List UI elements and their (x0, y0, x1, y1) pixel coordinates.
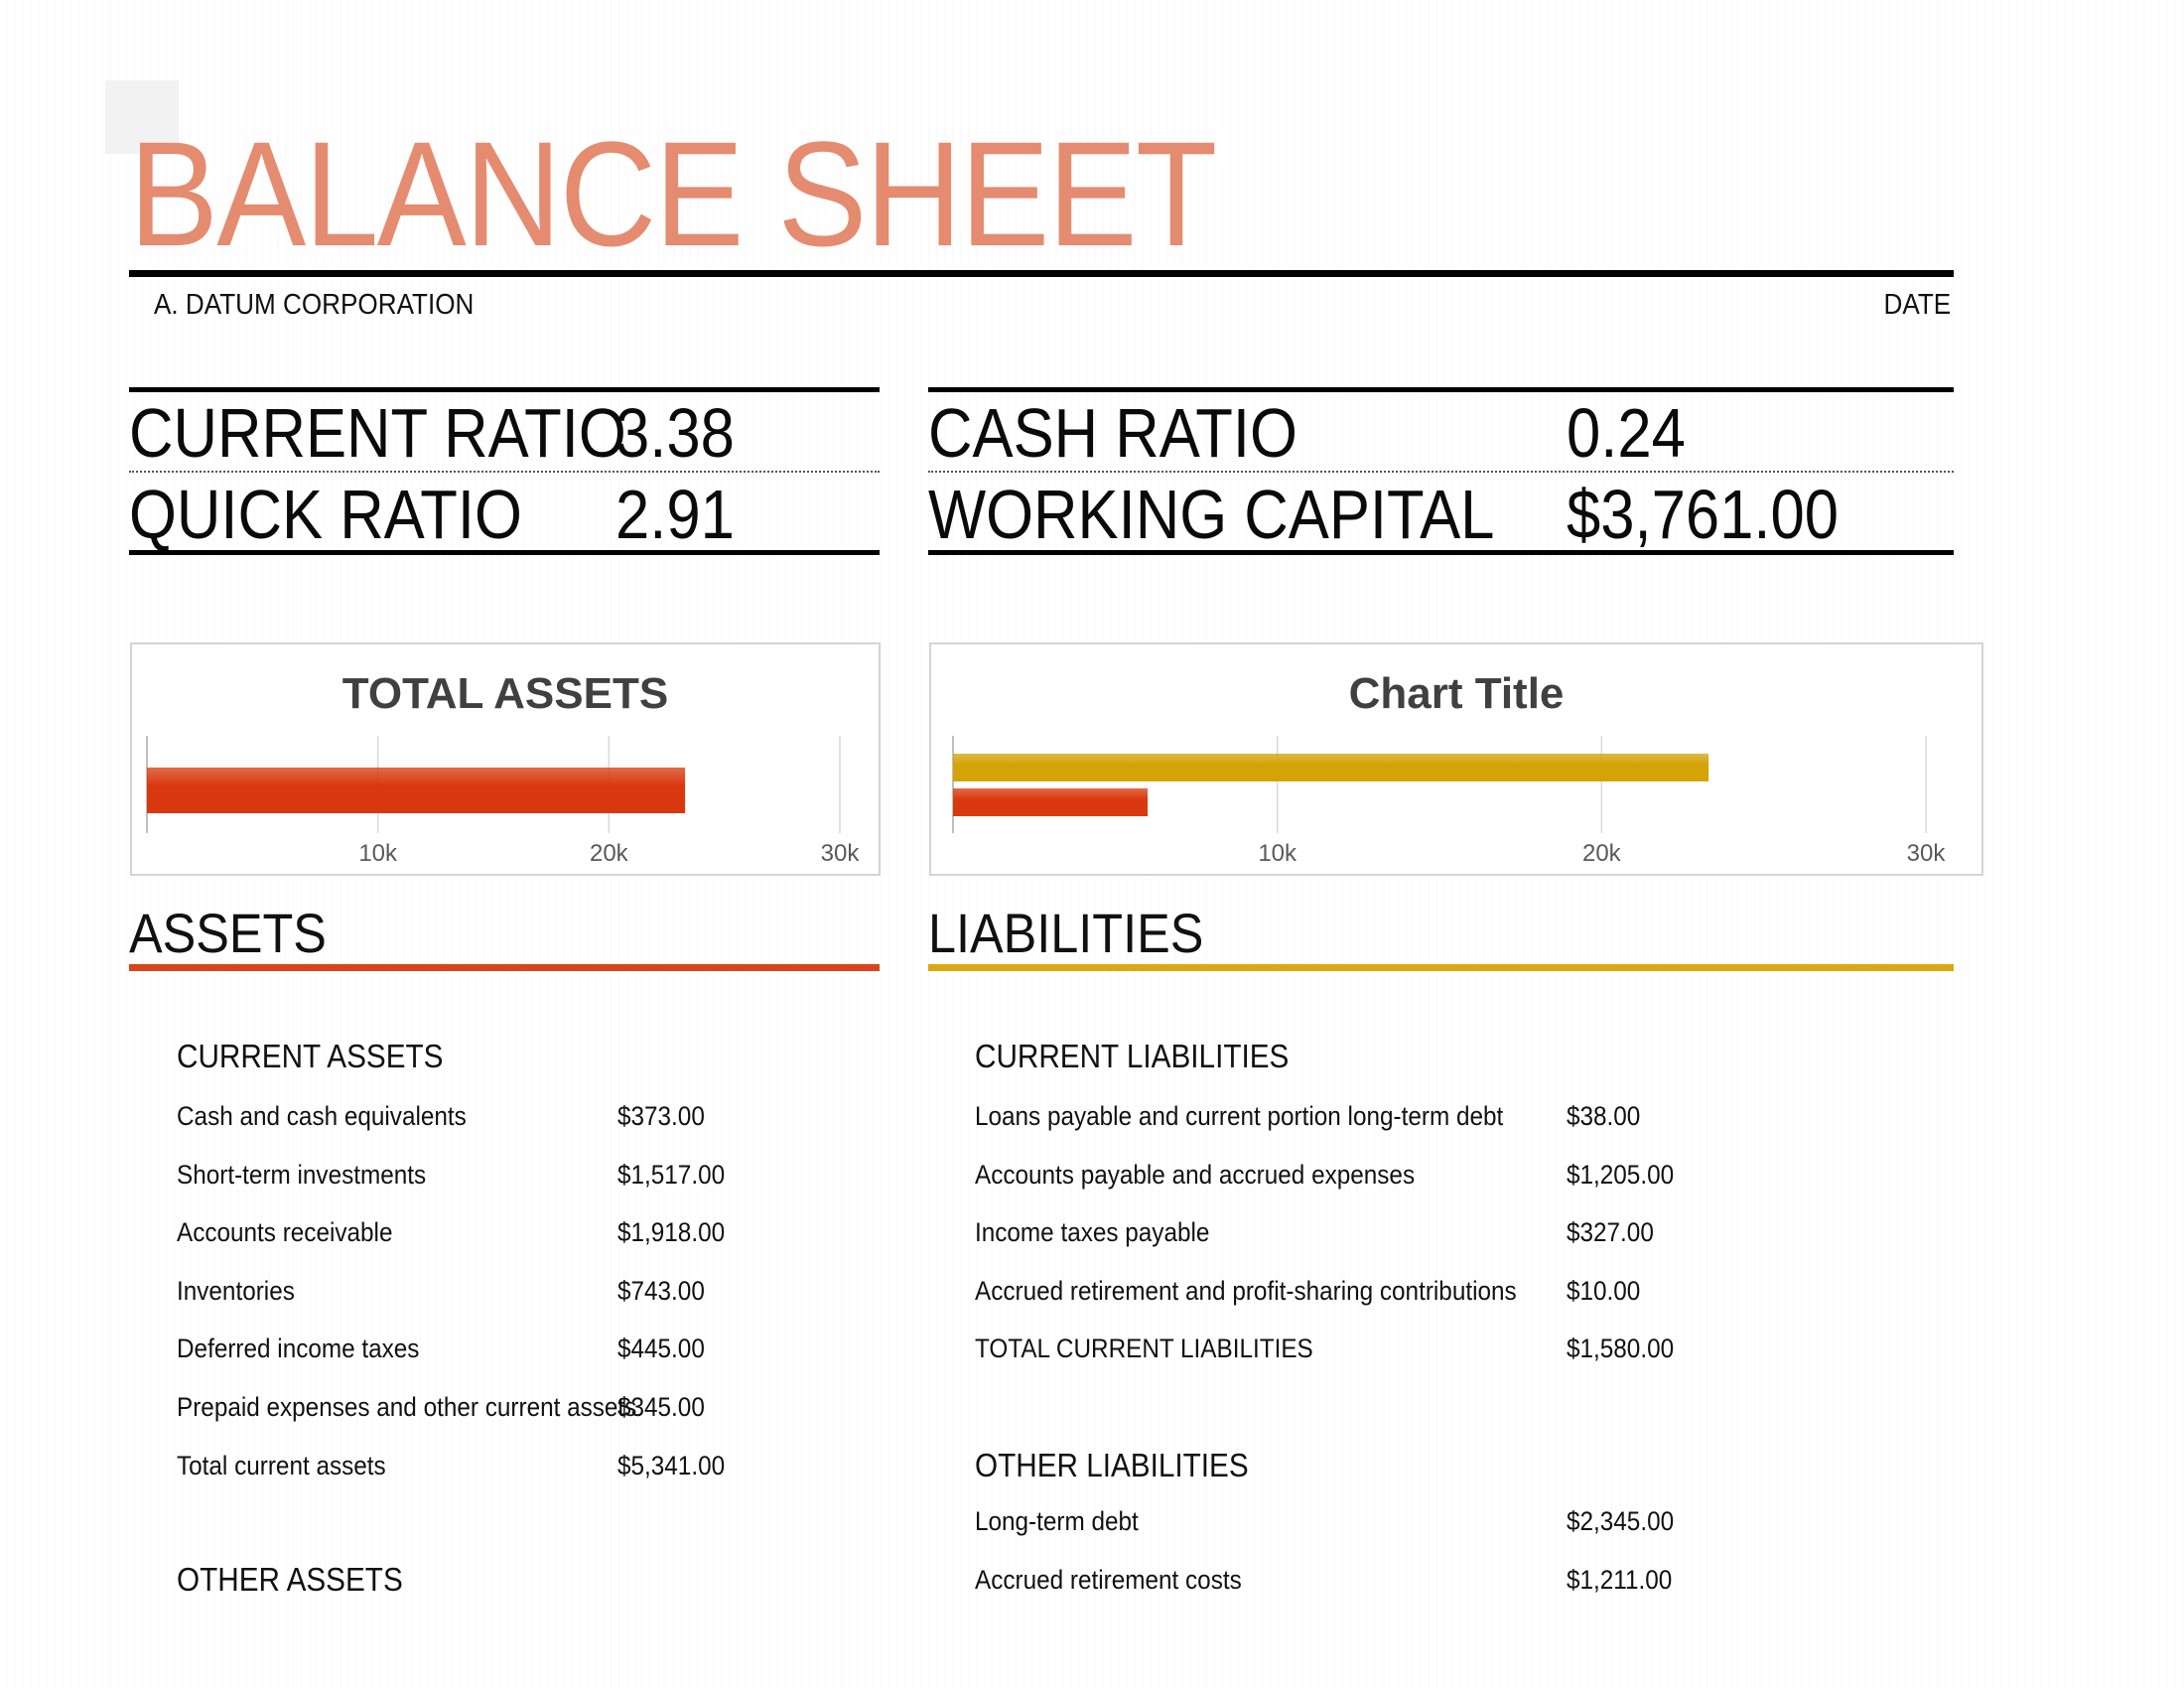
ratios-right-divider (928, 471, 1954, 473)
asset-value: $373.00 (617, 1101, 705, 1131)
company-name: A. DATUM CORPORATION (154, 289, 475, 321)
asset-label: Inventories (177, 1275, 295, 1306)
ratios-left-top-rule (129, 387, 880, 392)
cash-ratio-value: 0.24 (1567, 394, 1686, 472)
liability-label: Income taxes payable (975, 1217, 1210, 1248)
bar-series-2 (953, 788, 1148, 816)
liability-label: Accounts payable and accrued expenses (975, 1159, 1416, 1190)
assets-heading: ASSETS (129, 902, 327, 964)
liability-value: $38.00 (1567, 1101, 1641, 1131)
asset-value: $1,918.00 (617, 1217, 726, 1248)
quick-ratio-value: 2.91 (615, 476, 735, 553)
x-tick-label: 10k (358, 840, 398, 867)
working-capital-value: $3,761.00 (1567, 476, 1840, 553)
x-tick-label: 30k (1907, 840, 1947, 867)
asset-value: $743.00 (617, 1275, 705, 1306)
bar-series-1 (953, 754, 1709, 781)
liability-value: $1,580.00 (1567, 1334, 1675, 1364)
asset-label: Prepaid expenses and other current asset… (177, 1392, 637, 1422)
asset-value: $345.00 (617, 1392, 705, 1422)
x-tick-label: 30k (821, 840, 861, 867)
asset-label: Cash and cash equivalents (177, 1101, 467, 1131)
other-liability-label: Long-term debt (975, 1506, 1139, 1536)
current-assets-heading: CURRENT ASSETS (177, 1038, 444, 1074)
chart-title: Chart Title (1349, 669, 1565, 718)
corner-decoration (105, 80, 179, 154)
asset-label: Short-term investments (177, 1159, 427, 1190)
assets-accent-rule (129, 964, 880, 971)
liabilities-heading: LIABILITIES (928, 902, 1204, 964)
x-tick-label: 20k (590, 840, 629, 867)
x-tick-label: 10k (1258, 840, 1297, 867)
bar-series-1 (147, 768, 686, 813)
asset-value: $5,341.00 (617, 1450, 726, 1480)
ratios-left-divider (129, 471, 880, 473)
title-rule (129, 270, 1954, 277)
liability-label: Accrued retirement and profit-sharing co… (975, 1275, 1517, 1306)
working-capital-label: WORKING CAPITAL (928, 476, 1495, 553)
quick-ratio-label: QUICK RATIO (129, 476, 522, 553)
ratios-right-top-rule (928, 387, 1954, 392)
date-field: DATE (1883, 289, 1951, 321)
liability-value: $10.00 (1567, 1275, 1641, 1306)
asset-value: $445.00 (617, 1334, 705, 1364)
ratios-left-bottom-rule (129, 550, 880, 555)
total-assets-chart-svg: TOTAL ASSETS 10k 20k 30k (146, 669, 861, 867)
asset-label: Deferred income taxes (177, 1334, 420, 1364)
current-ratio-value: 3.38 (615, 394, 735, 472)
liabilities-accent-rule (928, 964, 1954, 971)
total-assets-chart[interactable]: TOTAL ASSETS 10k 20k 30k (130, 642, 881, 876)
asset-label: Accounts receivable (177, 1217, 393, 1248)
liability-value: $327.00 (1567, 1217, 1654, 1248)
other-liabilities-heading: OTHER LIABILITIES (975, 1447, 1249, 1483)
liability-value: $1,205.00 (1567, 1159, 1675, 1190)
current-ratio-label: CURRENT RATIO (129, 394, 626, 472)
cash-ratio-label: CASH RATIO (928, 394, 1297, 472)
liabilities-chart-svg: Chart Title 10k 20k 30k (952, 669, 1947, 867)
asset-label: Total current assets (177, 1450, 386, 1480)
liabilities-chart[interactable]: Chart Title 10k 20k 30k (929, 642, 1983, 876)
other-assets-heading: OTHER ASSETS (177, 1561, 403, 1598)
chart-title: TOTAL ASSETS (342, 669, 668, 718)
asset-value: $1,517.00 (617, 1159, 726, 1190)
page-title: BALANCE SHEET (129, 110, 1217, 277)
current-liabilities-heading: CURRENT LIABILITIES (975, 1038, 1290, 1074)
liability-label: Loans payable and current portion long-t… (975, 1101, 1504, 1131)
x-tick-label: 20k (1582, 840, 1622, 867)
ratios-right-bottom-rule (928, 550, 1954, 555)
liability-label: TOTAL CURRENT LIABILITIES (975, 1334, 1313, 1364)
other-liability-value: $1,211.00 (1567, 1564, 1673, 1595)
other-liability-value: $2,345.00 (1567, 1506, 1675, 1536)
other-liability-label: Accrued retirement costs (975, 1564, 1242, 1595)
